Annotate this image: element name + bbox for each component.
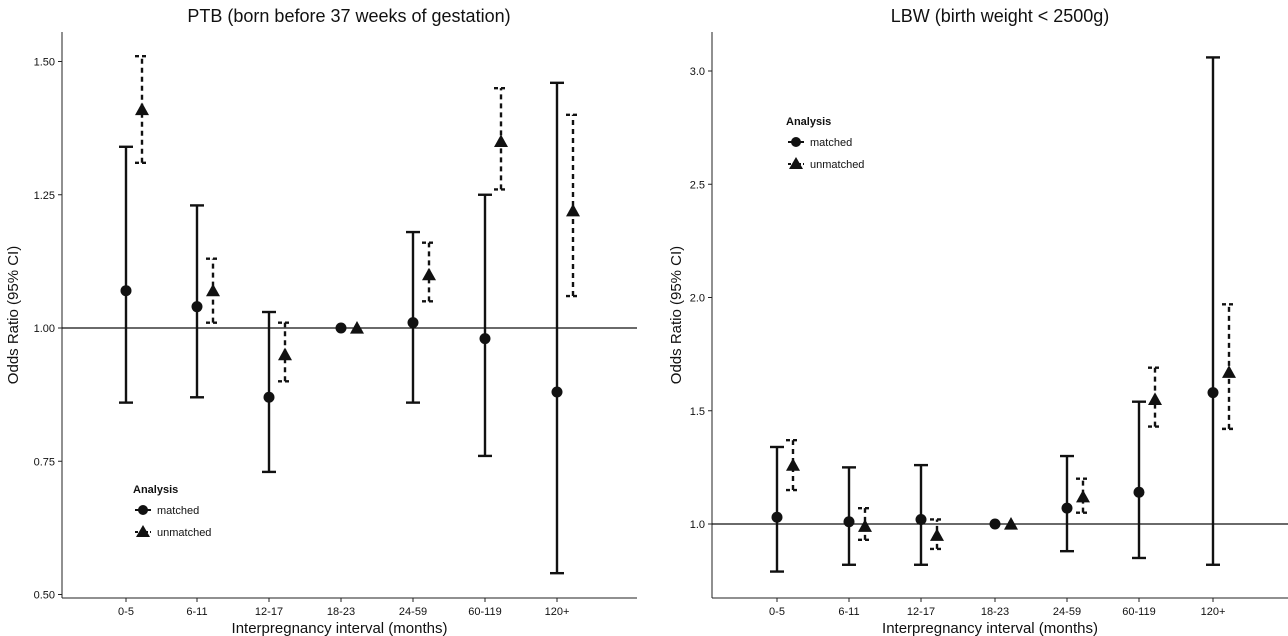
point-matched — [191, 301, 203, 313]
x-tick-label: 0-5 — [769, 606, 785, 618]
x-tick-label: 18-23 — [327, 606, 355, 618]
point-unmatched — [422, 267, 436, 281]
y-tick-label: 1.5 — [690, 406, 705, 418]
x-tick-label: 6-11 — [186, 606, 207, 618]
point-unmatched — [1148, 392, 1162, 406]
point-unmatched — [930, 528, 944, 541]
point-matched — [263, 391, 275, 403]
point-unmatched — [494, 134, 508, 148]
point-unmatched — [278, 347, 292, 361]
point-matched — [120, 285, 132, 297]
x-tick-label: 60-119 — [1122, 606, 1155, 618]
x-tick-label: 120+ — [1201, 606, 1226, 618]
x-tick-label: 120+ — [545, 606, 570, 618]
point-unmatched — [786, 458, 800, 471]
chart-panel-2: LBW (birth weight < 2500g) 1.0 1.5 2.0 2.5 3.… — [668, 6, 1288, 636]
x-tick-label: 18-23 — [981, 606, 1009, 618]
point-unmatched — [135, 102, 149, 116]
point-unmatched — [1004, 517, 1018, 530]
y-axis-title: Odds Ratio (95% CI) — [668, 246, 685, 384]
point-matched — [1061, 502, 1073, 514]
point-matched — [551, 386, 563, 398]
point-matched — [771, 511, 783, 523]
x-axis-title: Interpregnancy interval (months) — [882, 620, 1098, 636]
x-tick-label: 24-59 — [399, 606, 427, 618]
legend-label-unmatched: unmatched — [810, 159, 864, 171]
x-axis-title: Interpregnancy interval (months) — [232, 620, 448, 636]
point-matched — [843, 516, 855, 528]
x-tick-label: 12-17 — [907, 606, 935, 618]
chart-title: LBW (birth weight < 2500g) — [891, 6, 1110, 26]
legend-key-unmatched — [136, 525, 150, 537]
point-unmatched — [1222, 365, 1236, 378]
point-unmatched — [566, 203, 580, 217]
point-unmatched — [206, 283, 220, 297]
chart-panel-1: PTB (born before 37 weeks of gestation) 0… — [5, 6, 637, 636]
x-tick-label: 12-17 — [255, 606, 283, 618]
point-matched — [335, 322, 347, 334]
point-unmatched — [858, 519, 872, 532]
legend-label-matched: matched — [157, 505, 199, 517]
point-matched — [1207, 387, 1219, 399]
point-matched — [915, 513, 927, 525]
legend-label-unmatched: unmatched — [157, 527, 211, 539]
legend-key-unmatched — [789, 157, 803, 169]
y-tick-label: 1.25 — [34, 190, 55, 202]
point-unmatched — [350, 321, 364, 334]
legend-key-matched — [791, 137, 801, 147]
y-tick-label: 2.0 — [690, 293, 705, 305]
point-matched — [479, 333, 491, 345]
y-tick-label: 1.00 — [34, 323, 55, 335]
y-axis-title: Odds Ratio (95% CI) — [5, 246, 22, 384]
y-tick-label: 2.5 — [690, 179, 705, 191]
point-matched — [989, 518, 1001, 530]
legend-key-matched — [138, 505, 148, 515]
y-tick-label: 1.0 — [690, 519, 705, 531]
x-tick-label: 6-11 — [838, 606, 859, 618]
y-tick-label: 0.50 — [34, 590, 55, 602]
x-tick-label: 0-5 — [118, 606, 134, 618]
point-unmatched — [1076, 489, 1090, 503]
chart-title: PTB (born before 37 weeks of gestation) — [187, 6, 510, 26]
legend-title: Analysis — [133, 484, 178, 496]
x-tick-label: 24-59 — [1053, 606, 1081, 618]
legend-label-matched: matched — [810, 137, 852, 149]
y-tick-label: 3.0 — [690, 66, 705, 78]
point-matched — [407, 317, 419, 329]
point-matched — [1133, 486, 1145, 498]
legend-title: Analysis — [786, 116, 831, 128]
x-tick-label: 60-119 — [468, 606, 501, 618]
y-tick-label: 0.75 — [34, 456, 55, 468]
y-tick-label: 1.50 — [34, 57, 55, 69]
